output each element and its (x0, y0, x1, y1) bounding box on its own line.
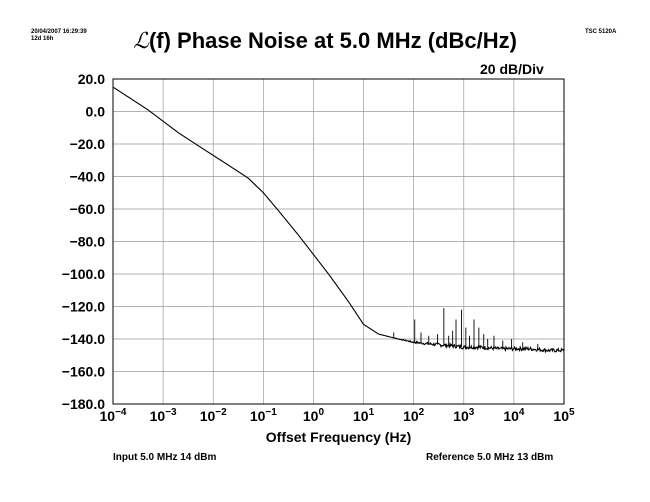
instrument-model: TSC 5120A (585, 29, 617, 35)
title-text: (f) Phase Noise at 5.0 MHz (dBc/Hz) (148, 28, 517, 53)
x-tick-label: 105 (553, 407, 575, 424)
x-tick-label: 104 (503, 407, 525, 424)
x-tick-label: 10−1 (250, 407, 277, 424)
phase-noise-trace (112, 86, 565, 354)
x-tick-label: 101 (353, 407, 375, 424)
reference-info: Reference 5.0 MHz 13 dBm (426, 452, 554, 463)
y-tick-label: −120.0 (62, 299, 105, 315)
plot-frame (112, 78, 565, 405)
y-tick-labels: 20.0 0.0 −20.0 −40.0 −60.0 −80.0 −100.0 −120.0 −… (62, 71, 105, 412)
y-tick-label: −80.0 (70, 234, 106, 250)
y-tick-label: −20.0 (70, 136, 106, 152)
timestamp-elapsed: 12d 16h (31, 36, 54, 42)
y-tick-label: −100.0 (62, 266, 105, 282)
timestamp-date: 20/04/2007 16:29:39 (31, 29, 87, 35)
y-tick-label: −60.0 (70, 201, 106, 217)
chart-title: ℒ(f) Phase Noise at 5.0 MHz (dBc/Hz) (0, 28, 650, 54)
scale-per-division: 20 dB/Div (480, 61, 544, 77)
x-tick-label: 10−2 (200, 407, 227, 424)
y-tick-label: −160.0 (62, 364, 105, 380)
x-tick-label: 10−4 (100, 407, 127, 424)
y-tick-label: −40.0 (70, 169, 106, 185)
input-info: Input 5.0 MHz 14 dBm (113, 452, 217, 463)
x-tick-label: 103 (453, 407, 475, 424)
x-tick-label: 102 (403, 407, 425, 424)
title-symbol: ℒ (133, 29, 149, 54)
x-tick-label: 100 (303, 407, 325, 424)
timestamp: 20/04/2007 16:29:39 12d 16h (31, 29, 87, 43)
y-tick-label: −180.0 (62, 396, 105, 412)
grid-lines (112, 78, 565, 405)
x-tick-label: 10−3 (150, 407, 177, 424)
x-axis-label: Offset Frequency (Hz) (266, 429, 411, 445)
y-tick-label: −140.0 (62, 331, 105, 347)
x-tick-labels: 10−4 10−3 10−2 10−1 100 101 102 103 104 105 (100, 407, 576, 424)
y-tick-label: 0.0 (86, 104, 106, 120)
y-tick-label: 20.0 (78, 71, 105, 87)
